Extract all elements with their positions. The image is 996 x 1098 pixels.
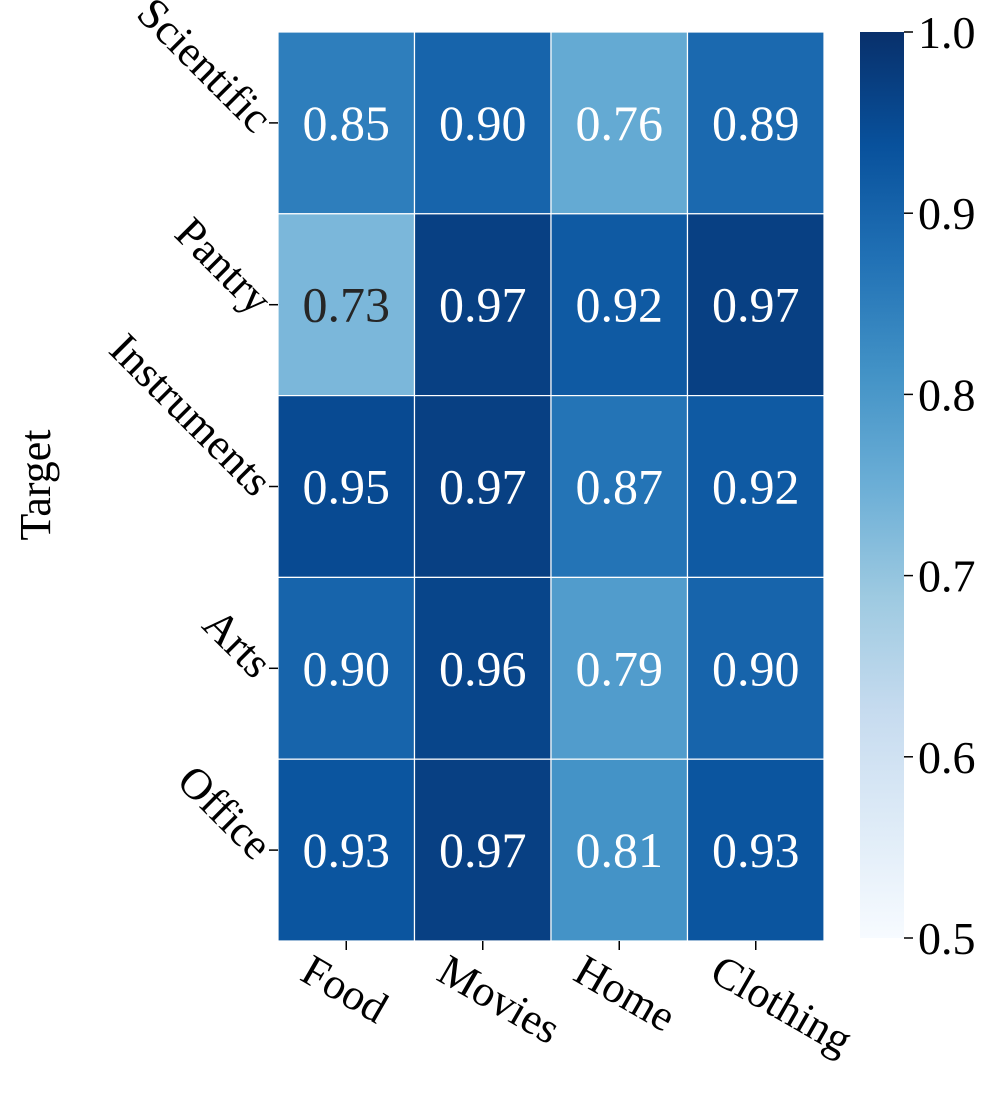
cell-value-label: 0.95 [303, 459, 391, 515]
cell-value-label: 0.92 [576, 277, 664, 333]
y-tick-label: Instruments [100, 324, 282, 506]
cell-value-label: 0.81 [576, 822, 664, 878]
heatmap-cell-arts-home [550, 576, 689, 760]
cell-value-label: 0.97 [439, 822, 527, 878]
cell-value-label: 0.97 [439, 277, 527, 333]
heatmap-cell-instruments-movies [413, 395, 552, 579]
colorbar-tick-label: 0.5 [918, 913, 976, 964]
heatmap-cell-scientific-home [550, 31, 689, 215]
cell-value-label: 0.90 [303, 640, 391, 696]
heatmap-cell-pantry-food [277, 213, 416, 397]
heatmap-cell-arts-clothing [686, 576, 825, 760]
y-tick-label: Office [168, 756, 282, 870]
heatmap-cell-arts-food [277, 576, 416, 760]
cell-value-label: 0.85 [303, 95, 391, 151]
heatmap-cell-office-food [277, 758, 416, 942]
x-tick-label: Home [566, 945, 684, 1041]
cell-value-label: 0.93 [712, 822, 800, 878]
heatmap-cell-scientific-movies [413, 31, 552, 215]
x-tick-label: Food [293, 945, 396, 1033]
x-tick-label: Clothing [703, 945, 861, 1064]
heatmap-cell-scientific-food [277, 31, 416, 215]
heatmap-cell-pantry-clothing [686, 213, 825, 397]
colorbar-tick-label: 1.0 [918, 7, 976, 58]
y-tick-label: Scientific [128, 0, 282, 142]
cell-value-label: 0.97 [712, 277, 800, 333]
y-tick-label: Pantry [166, 208, 282, 324]
y-tick-label: Arts [193, 599, 281, 687]
y-axis-title: Target [11, 430, 60, 541]
heatmap-cell-labels: 0.85 0.90 0.76 0.89 0.73 0.97 0.92 0.97 0.95 0.97… [303, 95, 800, 878]
cell-value-label: 0.73 [303, 277, 391, 333]
colorbar: 0.5 0.6 0.7 0.8 0.9 1.0 [860, 7, 976, 964]
colorbar-gradient [860, 32, 904, 938]
x-tick-label: Movies [430, 945, 569, 1053]
cell-value-label: 0.93 [303, 822, 391, 878]
colorbar-tick-label: 0.9 [918, 188, 976, 239]
cell-value-label: 0.89 [712, 95, 800, 151]
heatmap-cell-pantry-movies [413, 213, 552, 397]
cell-value-label: 0.76 [576, 95, 664, 151]
cell-value-label: 0.90 [712, 640, 800, 696]
cell-value-label: 0.92 [712, 459, 800, 515]
colorbar-tick-label: 0.7 [918, 551, 976, 602]
heatmap-cell-office-home [550, 758, 689, 942]
heatmap-cell-arts-movies [413, 576, 552, 760]
cell-value-label: 0.96 [439, 640, 527, 696]
cell-value-label: 0.97 [439, 459, 527, 515]
heatmap-cell-office-clothing [686, 758, 825, 942]
heatmap-cells [277, 31, 825, 942]
cell-value-label: 0.87 [576, 459, 664, 515]
cell-value-label: 0.79 [576, 640, 664, 696]
heatmap-cell-scientific-clothing [686, 31, 825, 215]
heatmap-cell-instruments-clothing [686, 395, 825, 579]
heatmap-cell-office-movies [413, 758, 552, 942]
cell-value-label: 0.90 [439, 95, 527, 151]
colorbar-tick-label: 0.8 [918, 369, 976, 420]
colorbar-tick-label: 0.6 [918, 732, 976, 783]
